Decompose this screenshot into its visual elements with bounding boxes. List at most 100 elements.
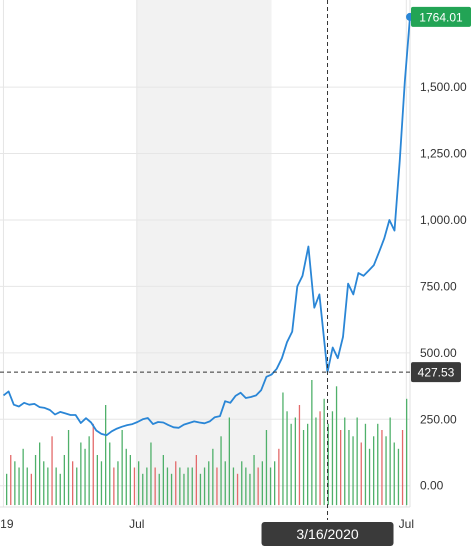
volume-bar — [331, 411, 334, 506]
volume-bar — [315, 417, 317, 505]
y-tick-label: 1,250.00 — [420, 147, 467, 161]
volume-bar — [14, 461, 16, 506]
volume-bar — [393, 442, 395, 505]
volume-bar — [348, 430, 350, 505]
volume-bar — [170, 473, 173, 506]
volume-bar — [199, 473, 202, 506]
volume-bar — [162, 455, 164, 505]
volume-bar — [352, 436, 354, 506]
volume-bar — [253, 455, 255, 505]
volume-bar — [117, 461, 119, 506]
volume-bar — [265, 430, 268, 505]
x-tick-label: 019 — [0, 517, 14, 531]
volume-bar — [307, 423, 309, 506]
volume-bar — [59, 473, 61, 506]
volume-bar — [26, 467, 28, 505]
volume-bar — [269, 467, 272, 505]
crosshair-value-text: 427.53 — [418, 366, 455, 380]
volume-bar — [381, 430, 383, 505]
volume-bar — [6, 473, 8, 506]
volume-bar — [138, 461, 140, 506]
volume-bar — [356, 417, 358, 505]
volume-bar — [55, 467, 57, 505]
volume-bar — [290, 423, 292, 506]
volume-bar — [220, 436, 222, 506]
volume-bar — [72, 461, 74, 506]
volume-bar — [100, 461, 103, 506]
volume-bar — [146, 467, 148, 505]
volume-bar — [47, 467, 49, 505]
volume-bar — [385, 436, 387, 506]
volume-bar — [158, 473, 160, 506]
volume-bar — [150, 442, 152, 505]
volume-bar — [282, 392, 284, 505]
last-value-text: 1764.01 — [419, 10, 463, 24]
x-axis-ticks: 019 Jul Jul — [0, 517, 414, 531]
volume-bar — [92, 423, 94, 506]
value-labels: 1764.01 427.53 3/16/2020 — [261, 6, 471, 546]
volume-bar — [125, 448, 127, 506]
volume-bar — [18, 467, 20, 505]
x-tick-label: Jul — [129, 517, 144, 531]
volume-bar — [84, 448, 86, 506]
volume-bar — [203, 467, 206, 505]
volume-bar — [195, 455, 197, 505]
y-tick-label: 0.00 — [420, 479, 444, 493]
y-tick-label: 1,500.00 — [420, 80, 467, 94]
volume-bar — [319, 411, 321, 506]
crosshair-value-flag — [411, 362, 461, 383]
volume-bar — [344, 417, 346, 505]
volume-bar — [397, 448, 400, 506]
volume-bar — [302, 430, 305, 505]
volume-bar — [327, 423, 329, 506]
volume-bar — [187, 467, 189, 505]
volume-bar — [236, 473, 239, 506]
volume-bar — [80, 442, 82, 505]
y-tick-label: 1,000.00 — [420, 213, 467, 227]
crosshair — [0, 0, 410, 520]
volume-bar — [166, 467, 169, 505]
volume-bar — [364, 423, 367, 506]
volume-bar — [298, 405, 301, 505]
volume-bar — [401, 430, 404, 505]
volume-bar — [228, 417, 230, 505]
volume-bar — [208, 461, 210, 506]
volume-bar — [249, 473, 251, 506]
y-axis-ticks: 0.00 250.00 500.00 750.00 1,000.00 1,250.00 1,… — [420, 80, 467, 493]
y-tick-label: 500.00 — [420, 346, 457, 360]
volume-bar — [88, 436, 90, 506]
volume-bar — [30, 473, 32, 506]
volume-bar — [311, 380, 313, 505]
shaded-period — [136, 0, 272, 507]
volume-bar — [183, 473, 185, 506]
volume-bar — [278, 448, 280, 506]
volume-bar — [96, 455, 98, 505]
volume-bar — [105, 405, 107, 505]
volume-bar — [175, 461, 177, 506]
volume-bar — [51, 436, 53, 506]
volume-bar — [34, 455, 37, 505]
crosshair-date-text: 3/16/2020 — [296, 526, 358, 542]
x-tick-label: Jul — [399, 517, 414, 531]
volume-bar — [241, 461, 243, 506]
volume-bar — [109, 442, 111, 505]
shaded-period-band — [136, 0, 272, 507]
volume-bar — [224, 461, 226, 506]
volume-bar — [216, 467, 218, 505]
volume-bar — [129, 455, 131, 505]
volume-bar — [10, 455, 12, 505]
crosshair-date-flag — [261, 522, 394, 546]
volume-bar — [212, 448, 214, 506]
volume-bar — [286, 411, 288, 506]
volume-bar — [360, 442, 362, 505]
volume-bar — [373, 436, 375, 506]
volume-bar — [257, 467, 259, 505]
volume-bar — [340, 430, 342, 505]
volume-bar — [368, 448, 371, 506]
volume-bar — [43, 461, 45, 506]
volume-bar — [323, 398, 325, 506]
volume-bar — [261, 461, 263, 506]
volume-bar — [294, 417, 296, 505]
volume-bars — [6, 380, 408, 506]
